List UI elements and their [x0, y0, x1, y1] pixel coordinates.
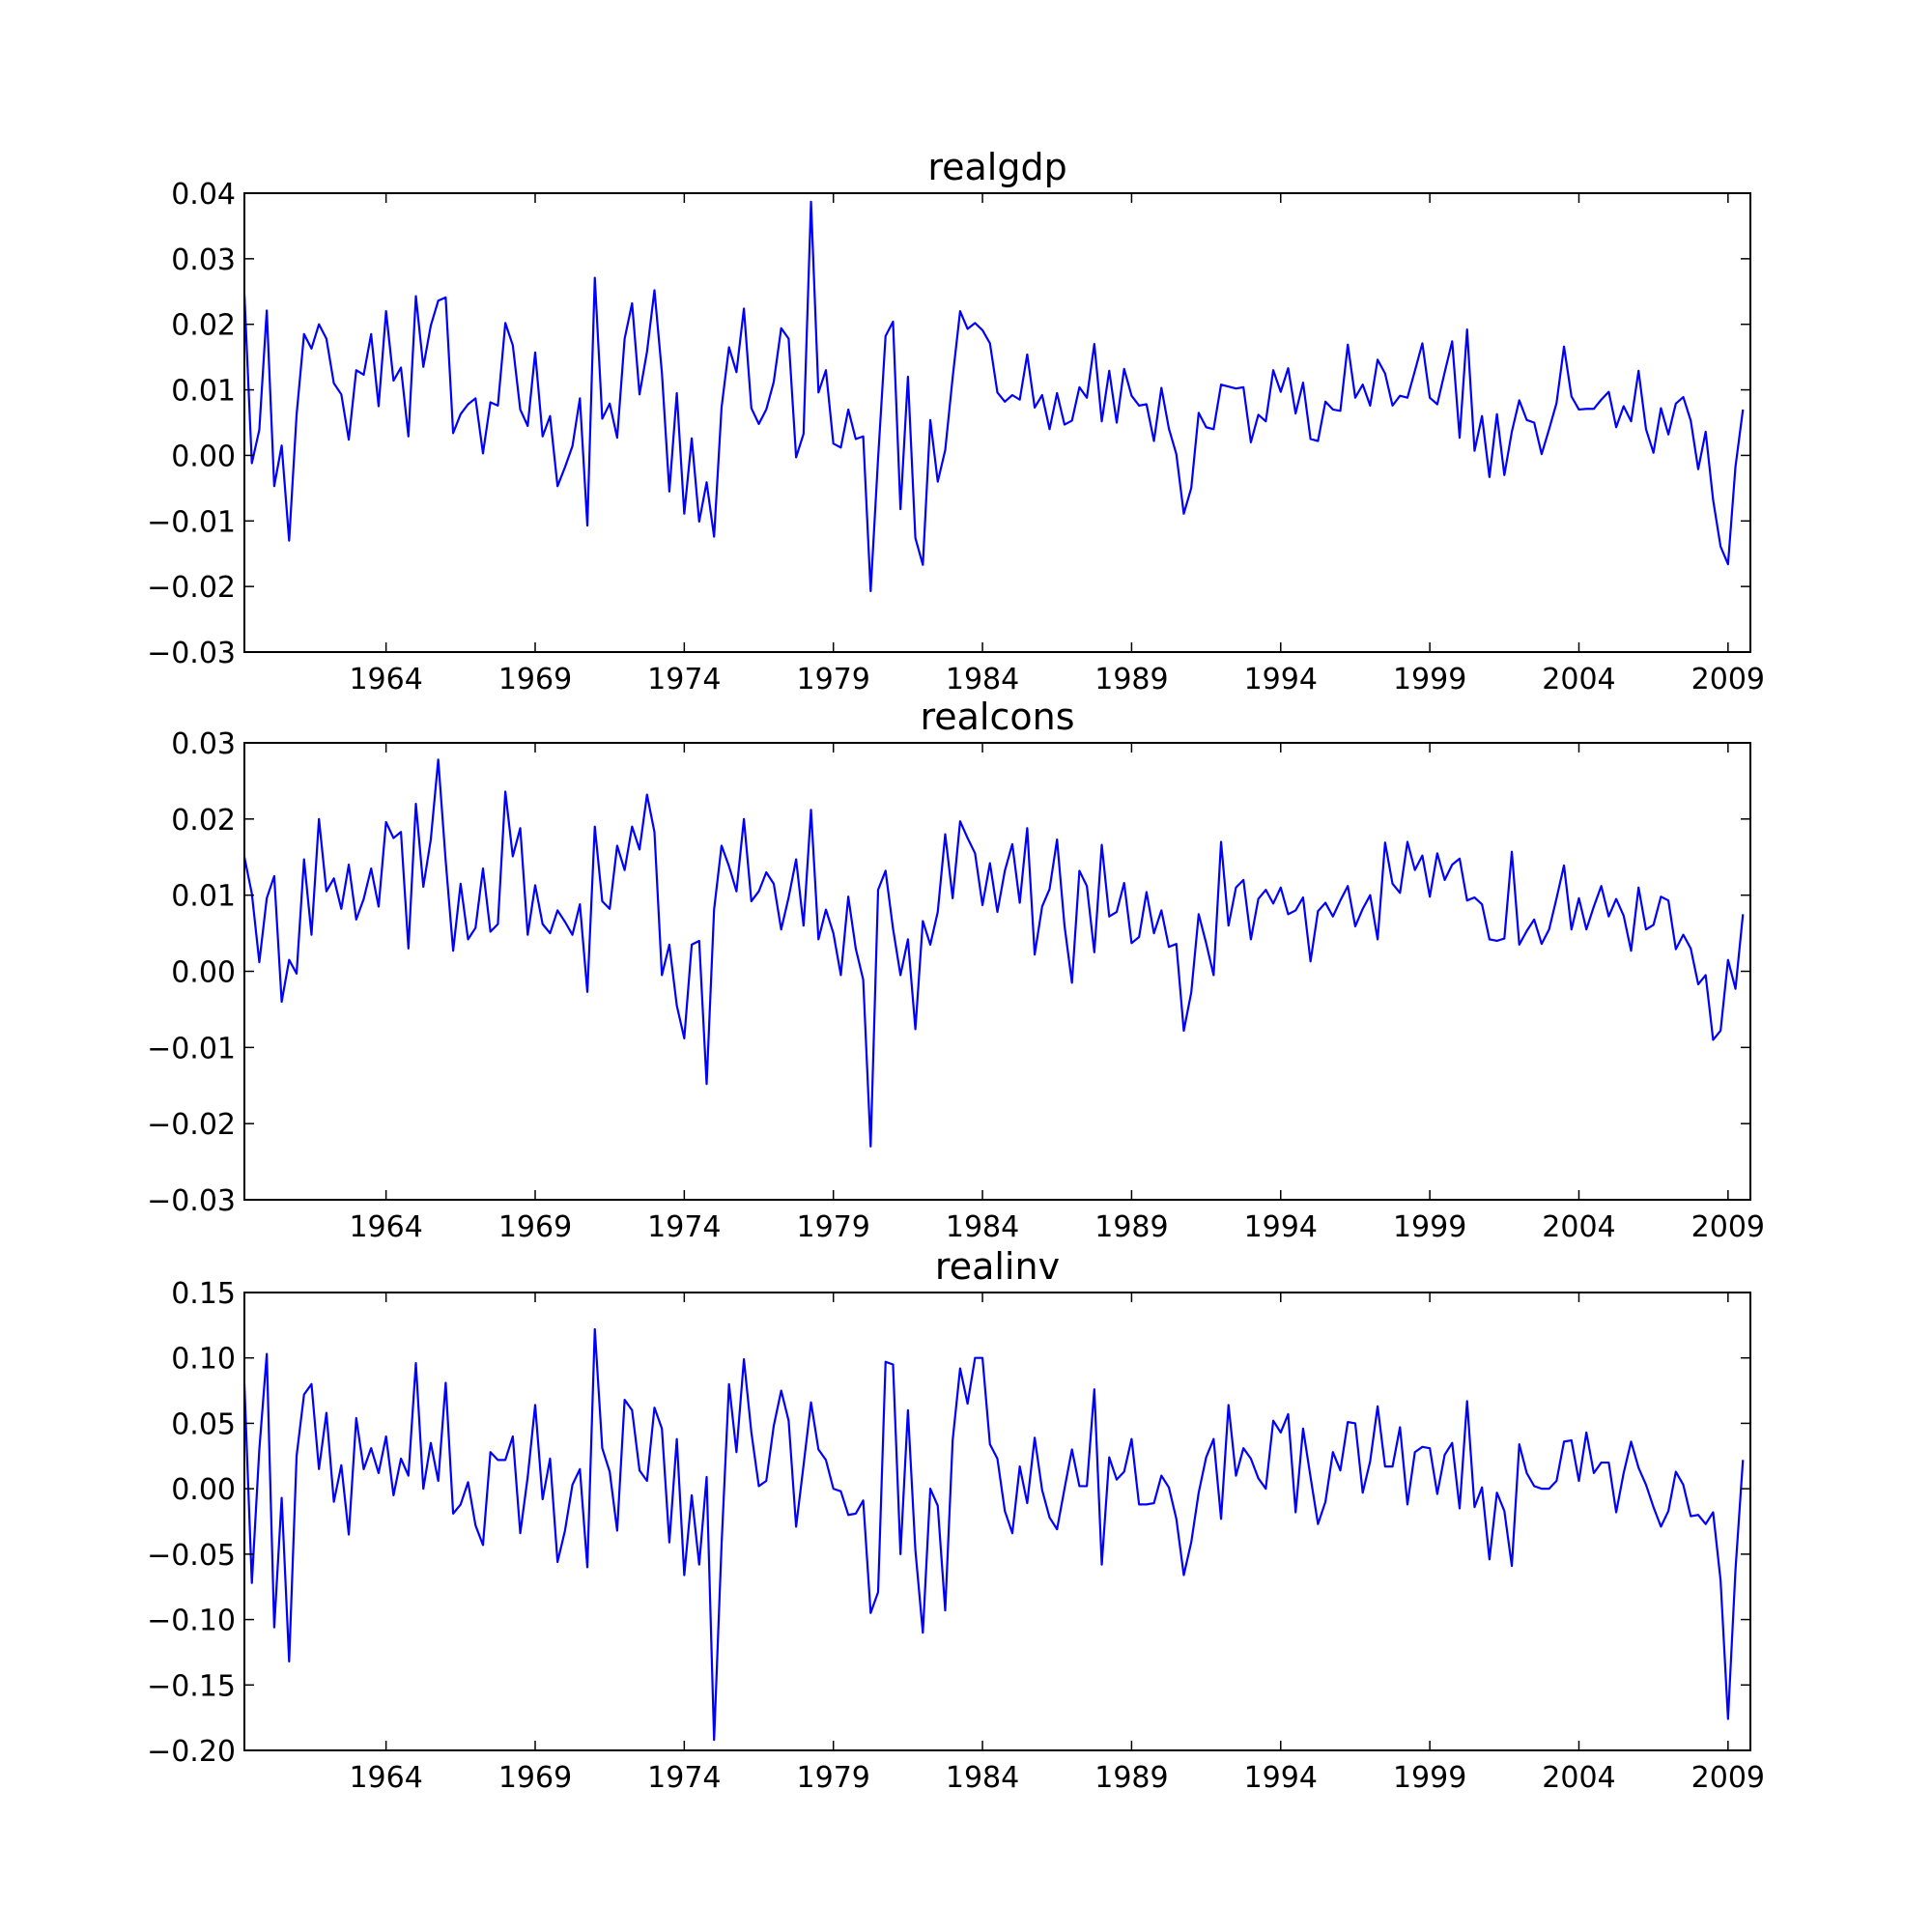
y-tick-label: −0.01: [147, 505, 236, 539]
x-tick-label: 1964: [349, 1210, 422, 1244]
y-tick-label: 0.03: [171, 727, 236, 761]
x-tick-label: 1989: [1094, 1210, 1168, 1244]
x-tick-label: 1994: [1244, 1761, 1318, 1795]
x-tick-label: 1999: [1393, 1761, 1466, 1795]
series-line-realinv-0: [242, 1327, 1745, 1742]
x-tick-label: 1974: [647, 1761, 721, 1795]
series-line-realgdp-0: [242, 200, 1745, 592]
x-tick-label: 2004: [1542, 663, 1615, 696]
x-tick-label: 2009: [1691, 1761, 1765, 1795]
x-tick-label: 1989: [1094, 663, 1168, 696]
y-tick-label: 0.00: [171, 440, 236, 473]
y-tick-label: −0.15: [147, 1669, 236, 1703]
y-tick-label: 0.02: [171, 804, 236, 838]
x-tick-label: 2009: [1691, 1210, 1765, 1244]
x-tick-label: 1979: [797, 1210, 870, 1244]
y-tick-label: −0.03: [147, 637, 236, 670]
subplot-title: realgdp: [927, 146, 1066, 188]
y-tick-label: 0.01: [171, 880, 236, 914]
x-tick-label: 1969: [498, 1210, 572, 1244]
series-line-realcons-0: [242, 758, 1745, 1148]
subplot-realinv: −0.20 −0.15 −0.10 −0.05 0.00 0.05 0.10 0.15 1964…: [147, 1245, 1765, 1795]
y-tick-label: 0.15: [171, 1277, 236, 1311]
x-tick-label: 1979: [797, 1761, 870, 1795]
plot-frame: [243, 742, 1751, 1201]
subplot-title: realinv: [935, 1245, 1060, 1288]
y-tick-label: 0.05: [171, 1407, 236, 1441]
y-tick-label: 0.03: [171, 243, 236, 277]
y-tick-label: 0.04: [171, 178, 236, 212]
x-tick-label: 1964: [349, 663, 422, 696]
y-tick-label: −0.20: [147, 1735, 236, 1769]
x-tick-label: 1964: [349, 1761, 422, 1795]
x-tick-label: 1984: [946, 663, 1019, 696]
x-tick-label: 1994: [1244, 1210, 1318, 1244]
subplot-title: realcons: [920, 696, 1074, 738]
y-tick-label: 0.10: [171, 1343, 236, 1377]
y-tick-label: −0.02: [147, 571, 236, 605]
y-tick-label: −0.10: [147, 1605, 236, 1638]
x-tick-label: 1979: [797, 663, 870, 696]
y-tick-label: 0.00: [171, 956, 236, 990]
plot-frame: [243, 192, 1751, 653]
x-tick-label: 1994: [1244, 663, 1318, 696]
x-tick-label: 1999: [1393, 1210, 1466, 1244]
plot-frame: [243, 1292, 1751, 1751]
x-tick-label: 1999: [1393, 663, 1466, 696]
x-tick-label: 1989: [1094, 1761, 1168, 1795]
subplot-realgdp: −0.03 −0.02 −0.01 0.00 0.01 0.02 0.03 0.04 1964 1…: [147, 146, 1765, 696]
x-tick-label: 2004: [1542, 1761, 1615, 1795]
y-tick-label: −0.05: [147, 1539, 236, 1573]
y-tick-label: 0.01: [171, 375, 236, 409]
y-tick-label: 0.02: [171, 309, 236, 343]
x-tick-label: 2004: [1542, 1210, 1615, 1244]
x-tick-label: 1974: [647, 1210, 721, 1244]
y-tick-label: −0.03: [147, 1184, 236, 1218]
y-tick-label: −0.01: [147, 1032, 236, 1065]
x-tick-label: 1984: [946, 1210, 1019, 1244]
x-tick-label: 1969: [498, 1761, 572, 1795]
y-tick-label: 0.00: [171, 1473, 236, 1507]
y-tick-label: −0.02: [147, 1108, 236, 1142]
subplot-realcons: −0.03 −0.02 −0.01 0.00 0.01 0.02 0.03 1964 1969 1…: [147, 696, 1765, 1244]
x-tick-label: 1969: [498, 663, 572, 696]
x-tick-label: 1984: [946, 1761, 1019, 1795]
x-tick-label: 2009: [1691, 663, 1765, 696]
x-tick-label: 1974: [647, 663, 721, 696]
